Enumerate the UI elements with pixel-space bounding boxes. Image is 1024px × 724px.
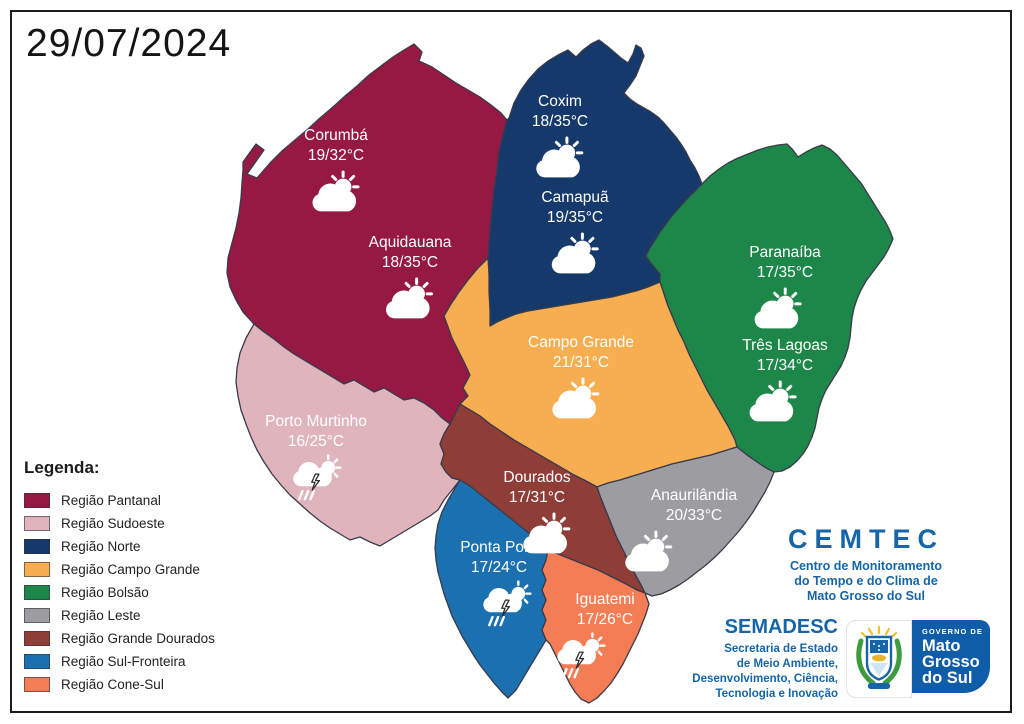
city-porto-murtinho: Porto Murtinho 16/25°C xyxy=(265,412,367,510)
semadesc-subtitle-line: de Meio Ambiente, xyxy=(736,658,838,670)
region-sudoeste xyxy=(235,323,461,547)
legend-label: Região Sudoeste xyxy=(61,516,165,531)
city-temp: 17/35°C xyxy=(756,264,814,281)
region-cone-sul xyxy=(541,549,650,704)
sun-cloud-icon xyxy=(745,378,801,428)
city-dourados: Dourados 17/31°C xyxy=(499,468,575,566)
cemtec-title: CEMTEC xyxy=(788,524,944,554)
city-name: Camapuã xyxy=(541,189,609,206)
sun-cloud-icon xyxy=(750,285,806,335)
legend-swatch xyxy=(24,677,50,692)
legend-label: Região Leste xyxy=(61,608,141,623)
legend-row: Região Norte xyxy=(24,539,215,554)
city-temp: 19/32°C xyxy=(307,147,365,164)
legend-row: Região Sul-Fronteira xyxy=(24,654,215,669)
governo-line1: GOVERNO DE xyxy=(922,627,983,636)
city-name: Aquidauana xyxy=(368,234,452,251)
legend-swatch xyxy=(24,631,50,646)
city-ponta-pora: Ponta Porã 17/24°C xyxy=(460,538,538,636)
legend-swatch xyxy=(24,493,50,508)
city-name: Coxim xyxy=(538,93,582,110)
city-name: Iguatemi xyxy=(575,591,635,608)
legend-swatch xyxy=(24,585,50,600)
city-temp: 16/25°C xyxy=(287,433,345,450)
city-aquidauana: Aquidauana 18/35°C xyxy=(368,233,452,331)
legend-swatch xyxy=(24,516,50,531)
semadesc-title: SEMADESC xyxy=(724,616,838,638)
sun-cloud-icon xyxy=(532,134,588,184)
city-coxim: Coxim 18/35°C xyxy=(532,92,588,190)
legend-swatch xyxy=(24,608,50,623)
governo-name-line: do Sul xyxy=(922,669,973,687)
legend-row: Região Bolsão xyxy=(24,585,215,600)
city-name: Anaurilândia xyxy=(650,487,738,504)
legend-swatch xyxy=(24,562,50,577)
city-temp: 17/34°C xyxy=(756,357,814,374)
semadesc-logo: SEMADESC Secretaria de Estado de Meio Am… xyxy=(688,616,838,702)
storm-icon xyxy=(288,454,344,504)
city-iguatemi: Iguatemi 17/26°C xyxy=(575,590,635,688)
city-temp: 17/24°C xyxy=(470,559,528,576)
city-campo-grande: Campo Grande 21/31°C xyxy=(528,333,634,431)
city-temp: 17/26°C xyxy=(576,611,634,628)
legend: Legenda: Região Pantanal Região Sudoeste… xyxy=(24,458,215,700)
cemtec-logo: CEMTEC Centro de Monitoramento do Tempo … xyxy=(768,524,964,604)
city-temp: 19/35°C xyxy=(546,209,604,226)
governo-name-line: Mato xyxy=(922,637,961,655)
city-temp: 18/35°C xyxy=(531,113,589,130)
legend-row: Região Campo Grande xyxy=(24,562,215,577)
city-corumba: Corumbá 19/32°C xyxy=(304,126,368,224)
semadesc-subtitle-line: Tecnologia e Inovação xyxy=(715,688,839,700)
semadesc-subtitle-line: Desenvolvimento, Ciência, xyxy=(692,673,838,685)
city-camapua: Camapuã 19/35°C xyxy=(541,188,609,286)
sun-cloud-icon xyxy=(548,375,604,425)
city-name: Corumbá xyxy=(304,127,368,144)
city-tres-lagoas: Três Lagoas 17/34°C xyxy=(742,336,828,434)
coat-of-arms-icon xyxy=(846,620,912,698)
legend-label: Região Sul-Fronteira xyxy=(61,654,186,669)
legend-label: Região Grande Dourados xyxy=(61,631,215,646)
report-date: 29/07/2024 xyxy=(26,22,232,65)
cemtec-subtitle-line: Mato Grosso do Sul xyxy=(806,589,926,603)
city-name: Paranaíba xyxy=(749,244,821,261)
legend-label: Região Norte xyxy=(61,539,141,554)
governo-ms-logo: GOVERNO DE Mato Grosso do Sul xyxy=(846,620,990,698)
city-name: Ponta Porã xyxy=(460,539,538,556)
city-name: Dourados xyxy=(503,469,571,486)
city-name: Campo Grande xyxy=(528,334,634,351)
legend-row: Região Pantanal xyxy=(24,493,215,508)
legend-swatch xyxy=(24,539,50,554)
city-name: Porto Murtinho xyxy=(265,413,367,430)
storm-icon xyxy=(552,632,608,682)
sun-cloud-icon xyxy=(382,275,438,325)
governo-text-tile: GOVERNO DE Mato Grosso do Sul xyxy=(912,620,990,693)
city-temp: 21/31°C xyxy=(552,354,610,371)
legend-row: Região Grande Dourados xyxy=(24,631,215,646)
storm-icon xyxy=(478,580,534,630)
city-temp: 20/33°C xyxy=(665,507,723,524)
city-anaurilandia: Anaurilândia 20/33°C xyxy=(651,486,737,584)
sun-cloud-icon xyxy=(308,168,364,218)
legend-row: Região Cone-Sul xyxy=(24,677,215,692)
legend-label: Região Pantanal xyxy=(61,493,161,508)
legend-title: Legenda: xyxy=(24,458,100,477)
cemtec-subtitle-line: do Tempo e do Clima de xyxy=(794,574,938,588)
city-temp: 18/35°C xyxy=(381,254,439,271)
governo-name-line: Grosso xyxy=(922,653,980,671)
legend-row: Região Sudoeste xyxy=(24,516,215,531)
legend-swatch xyxy=(24,654,50,669)
legend-label: Região Bolsão xyxy=(61,585,149,600)
semadesc-subtitle-line: Secretaria de Estado xyxy=(724,643,838,655)
city-name: Três Lagoas xyxy=(742,337,828,354)
city-temp: 17/31°C xyxy=(508,489,566,506)
legend-label: Região Campo Grande xyxy=(61,562,200,577)
city-paranaiba: Paranaíba 17/35°C xyxy=(749,243,821,341)
cemtec-subtitle-line: Centro de Monitoramento xyxy=(789,559,943,573)
sun-cloud-icon xyxy=(621,528,677,578)
legend-label: Região Cone-Sul xyxy=(61,677,164,692)
legend-row: Região Leste xyxy=(24,608,215,623)
sun-cloud-icon xyxy=(547,230,603,280)
